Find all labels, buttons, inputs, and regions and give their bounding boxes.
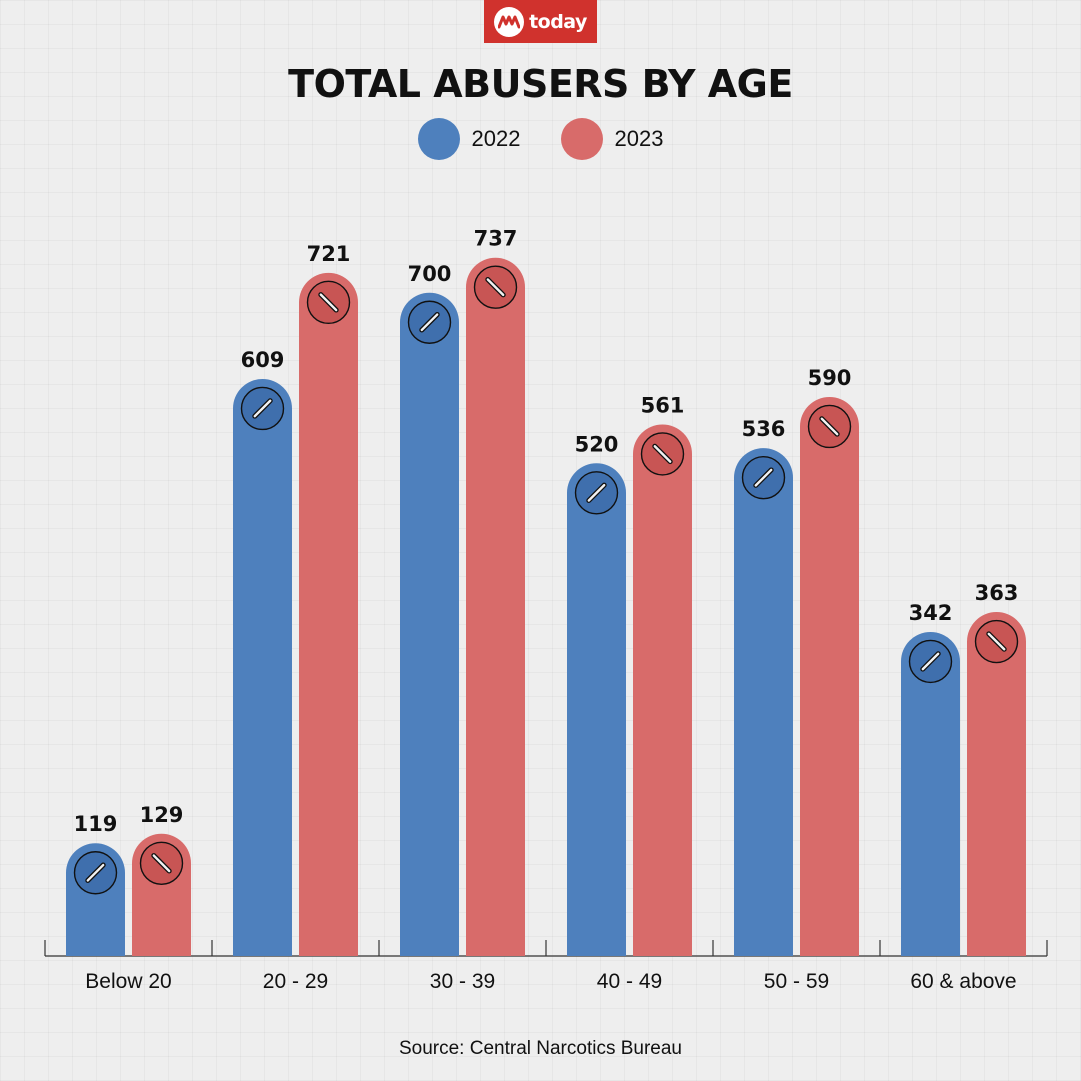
bar-shape [901, 631, 960, 956]
bar-2023-5: 363 [966, 581, 1026, 956]
pill-icon [574, 471, 619, 515]
data-label: 129 [140, 803, 184, 827]
data-label: 119 [74, 812, 118, 836]
legend-item-2023: 2023 [560, 118, 664, 160]
chart-legend: 2022 2023 [0, 118, 1081, 160]
pill-icon [407, 300, 452, 344]
bar-2022-0: 119 [66, 812, 125, 956]
data-label: 590 [808, 366, 852, 390]
bar-shape [299, 272, 358, 956]
chart-title: TOTAL ABUSERS BY AGE [288, 62, 793, 106]
bar-2022-2: 700 [400, 262, 459, 956]
bar-shape [966, 612, 1026, 956]
bar-shape [633, 424, 692, 956]
bar-2023-4: 590 [800, 366, 859, 957]
x-tick-label: 60 & above [910, 970, 1016, 993]
source-note: Source: Central Narcotics Bureau [398, 1038, 682, 1059]
bar-shape [400, 292, 459, 956]
data-label: 737 [474, 227, 518, 251]
bar-2023-0: 129 [132, 803, 191, 956]
data-label: 342 [909, 601, 953, 625]
x-tick-label: 30 - 39 [430, 970, 495, 993]
bar-2023-3: 561 [633, 393, 692, 956]
bar-2022-3: 520 [567, 432, 626, 956]
pill-icon [73, 851, 118, 895]
pill-icon [974, 619, 1019, 664]
today-logo-icon [494, 6, 525, 37]
bar-shape [233, 378, 292, 956]
legend-item-2022: 2022 [417, 118, 521, 160]
bar-shape [734, 448, 793, 956]
x-tick-label: Below 20 [85, 970, 171, 993]
data-label: 536 [742, 417, 786, 441]
bar-2022-4: 536 [734, 417, 793, 956]
x-tick-label: 50 - 59 [764, 970, 829, 993]
data-label: 363 [975, 581, 1019, 605]
legend-swatch-2023 [560, 118, 603, 160]
legend-label-2023: 2023 [614, 126, 664, 151]
bar-chart: 119 129 Below 20 609 721 20 - 29 700 737 30 - 39… [44, 227, 1048, 993]
pill-icon [240, 386, 285, 431]
bar-shape [567, 463, 626, 956]
legend-label-2022: 2022 [471, 126, 521, 151]
legend-swatch-2022 [417, 118, 460, 160]
data-label: 520 [575, 432, 619, 456]
pill-icon [139, 841, 184, 885]
data-label: 721 [307, 242, 351, 266]
logo-text: today [529, 10, 587, 33]
pill-icon [908, 639, 953, 684]
pill-icon [640, 432, 685, 476]
pill-icon [306, 280, 351, 325]
x-tick-label: 20 - 29 [263, 970, 328, 993]
pill-icon [473, 265, 518, 309]
x-tick-label: 40 - 49 [597, 970, 662, 993]
bar-shape [800, 396, 859, 957]
bar-2022-1: 609 [233, 348, 292, 956]
pill-icon [807, 404, 852, 449]
bar-2023-1: 721 [299, 242, 358, 956]
brand-logo: today [484, 0, 597, 43]
bar-2023-2: 737 [466, 227, 525, 956]
bar-shape [466, 257, 525, 956]
data-label: 561 [641, 393, 685, 417]
data-label: 609 [241, 348, 285, 372]
bar-2022-5: 342 [901, 601, 960, 956]
pill-icon [741, 455, 786, 500]
data-label: 700 [408, 262, 452, 286]
